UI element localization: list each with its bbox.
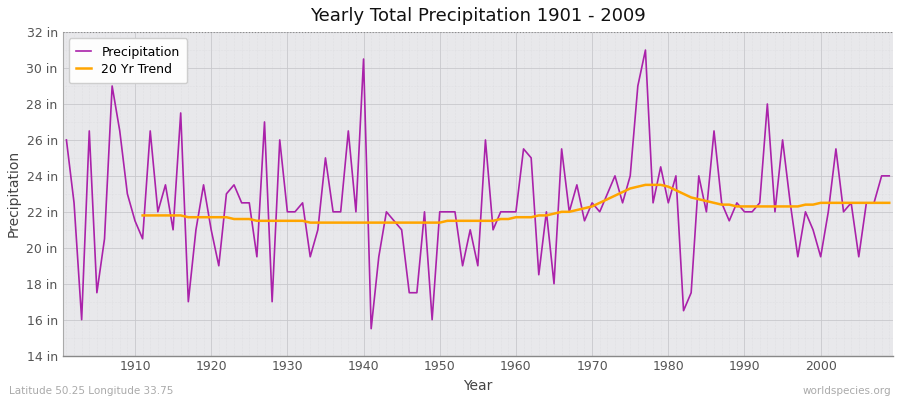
Precipitation: [336, 210, 346, 214]
Y-axis label: Precipitation: Precipitation: [7, 150, 21, 238]
Precipitation: [518, 146, 529, 151]
20 Yr Trend: [374, 220, 384, 225]
20 Yr Trend: [305, 220, 316, 225]
20 Yr Trend: [884, 200, 895, 205]
Precipitation: [61, 138, 72, 142]
Line: 20 Yr Trend: 20 Yr Trend: [142, 185, 889, 223]
Precipitation: [510, 210, 521, 214]
Legend: Precipitation, 20 Yr Trend: Precipitation, 20 Yr Trend: [69, 38, 187, 83]
20 Yr Trend: [518, 215, 529, 220]
20 Yr Trend: [541, 213, 552, 218]
Text: worldspecies.org: worldspecies.org: [803, 386, 891, 396]
Precipitation: [884, 174, 895, 178]
Precipitation: [609, 174, 620, 178]
Precipitation: [290, 210, 301, 214]
20 Yr Trend: [739, 204, 750, 209]
Title: Yearly Total Precipitation 1901 - 2009: Yearly Total Precipitation 1901 - 2009: [310, 7, 645, 25]
20 Yr Trend: [343, 220, 354, 225]
20 Yr Trend: [137, 213, 148, 218]
X-axis label: Year: Year: [464, 379, 492, 393]
Precipitation: [122, 192, 133, 196]
Precipitation: [640, 48, 651, 52]
20 Yr Trend: [640, 182, 651, 187]
Text: Latitude 50.25 Longitude 33.75: Latitude 50.25 Longitude 33.75: [9, 386, 174, 396]
20 Yr Trend: [320, 220, 331, 225]
Precipitation: [365, 326, 376, 331]
Line: Precipitation: Precipitation: [67, 50, 889, 329]
